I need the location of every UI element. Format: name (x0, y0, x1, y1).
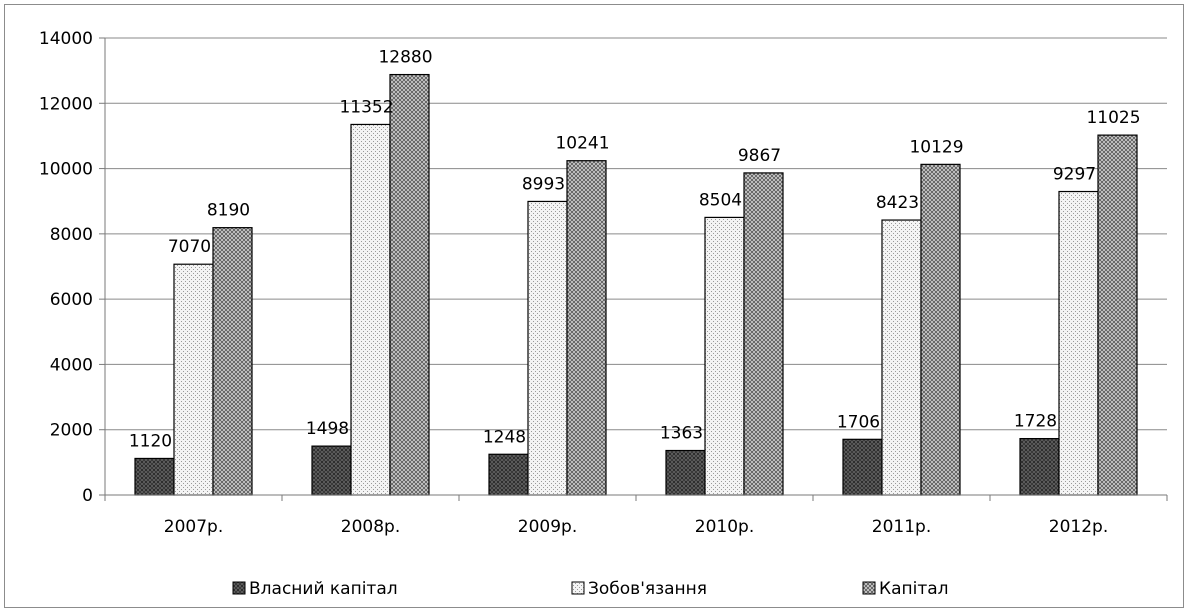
bars (134, 73, 1138, 496)
data-label: 1248 (483, 427, 526, 447)
gridlines (105, 37, 1167, 496)
data-label: 7070 (168, 237, 211, 257)
data-label: 11352 (339, 97, 393, 117)
legend: Власний капітал Зобов'язання Капітал (232, 579, 949, 599)
data-label: 10241 (555, 134, 609, 154)
bar (566, 160, 607, 496)
bar (311, 445, 352, 496)
bar (665, 449, 706, 496)
legend-label: Власний капітал (249, 579, 398, 599)
data-label: 8993 (522, 174, 565, 194)
data-label: 9297 (1053, 165, 1096, 185)
bar (1019, 437, 1060, 496)
data-label: 1498 (306, 419, 349, 439)
bar (1058, 190, 1099, 496)
y-tick-label: 8000 (50, 225, 93, 245)
legend-swatch (862, 581, 876, 595)
data-label: 11025 (1086, 108, 1140, 128)
bar (527, 200, 568, 496)
y-tick-label: 12000 (39, 94, 93, 114)
x-tick-label: 2007р. (164, 517, 223, 537)
x-tick-label: 2009р. (518, 517, 577, 537)
bar-chart: 0 2000 4000 6000 8000 10000 12000 14000 1120 707… (39, 29, 1168, 599)
y-tick-label: 4000 (50, 355, 93, 375)
x-tick-label: 2010р. (695, 517, 754, 537)
legend-label: Зобов'язання (588, 579, 707, 599)
y-tick-label: 10000 (39, 160, 93, 180)
bar (173, 263, 214, 496)
legend-swatch (232, 581, 246, 595)
data-label: 12880 (378, 48, 432, 68)
legend-swatch (571, 581, 585, 595)
data-label: 1706 (837, 412, 880, 432)
data-label: 9867 (738, 146, 781, 166)
bar (881, 219, 922, 496)
data-label: 1120 (129, 431, 172, 451)
bar (920, 163, 961, 496)
chart-frame: 0 2000 4000 6000 8000 10000 12000 14000 1120 707… (4, 4, 1184, 608)
y-tick-label: 14000 (39, 29, 93, 49)
y-tick-label: 2000 (50, 421, 93, 441)
bar (389, 73, 430, 496)
bar (134, 457, 175, 496)
data-labels: 1120 7070 8190 1498 11352 12880 1248 8993 10241 1… (129, 48, 1141, 452)
bar (488, 453, 529, 496)
bar (743, 172, 784, 496)
x-tick-label: 2012р. (1049, 517, 1108, 537)
bar (1097, 134, 1138, 496)
bar (704, 216, 745, 496)
data-label: 1363 (660, 424, 703, 444)
bar (350, 123, 391, 496)
y-tick-label: 0 (82, 486, 93, 506)
x-tick-label: 2011р. (872, 517, 931, 537)
y-axis: 0 2000 4000 6000 8000 10000 12000 14000 (39, 29, 106, 506)
data-label: 8504 (699, 190, 742, 210)
data-label: 1728 (1014, 412, 1057, 432)
data-label: 10129 (909, 137, 963, 157)
y-tick-label: 6000 (50, 290, 93, 310)
x-axis: 2007р. 2008р. 2009р. 2010р. 2011р. 2012р. (104, 494, 1168, 537)
bar (212, 227, 253, 496)
legend-label: Капітал (879, 579, 949, 599)
data-label: 8423 (876, 193, 919, 213)
bar (842, 438, 883, 496)
data-label: 8190 (207, 201, 250, 221)
x-tick-label: 2008р. (341, 517, 400, 537)
